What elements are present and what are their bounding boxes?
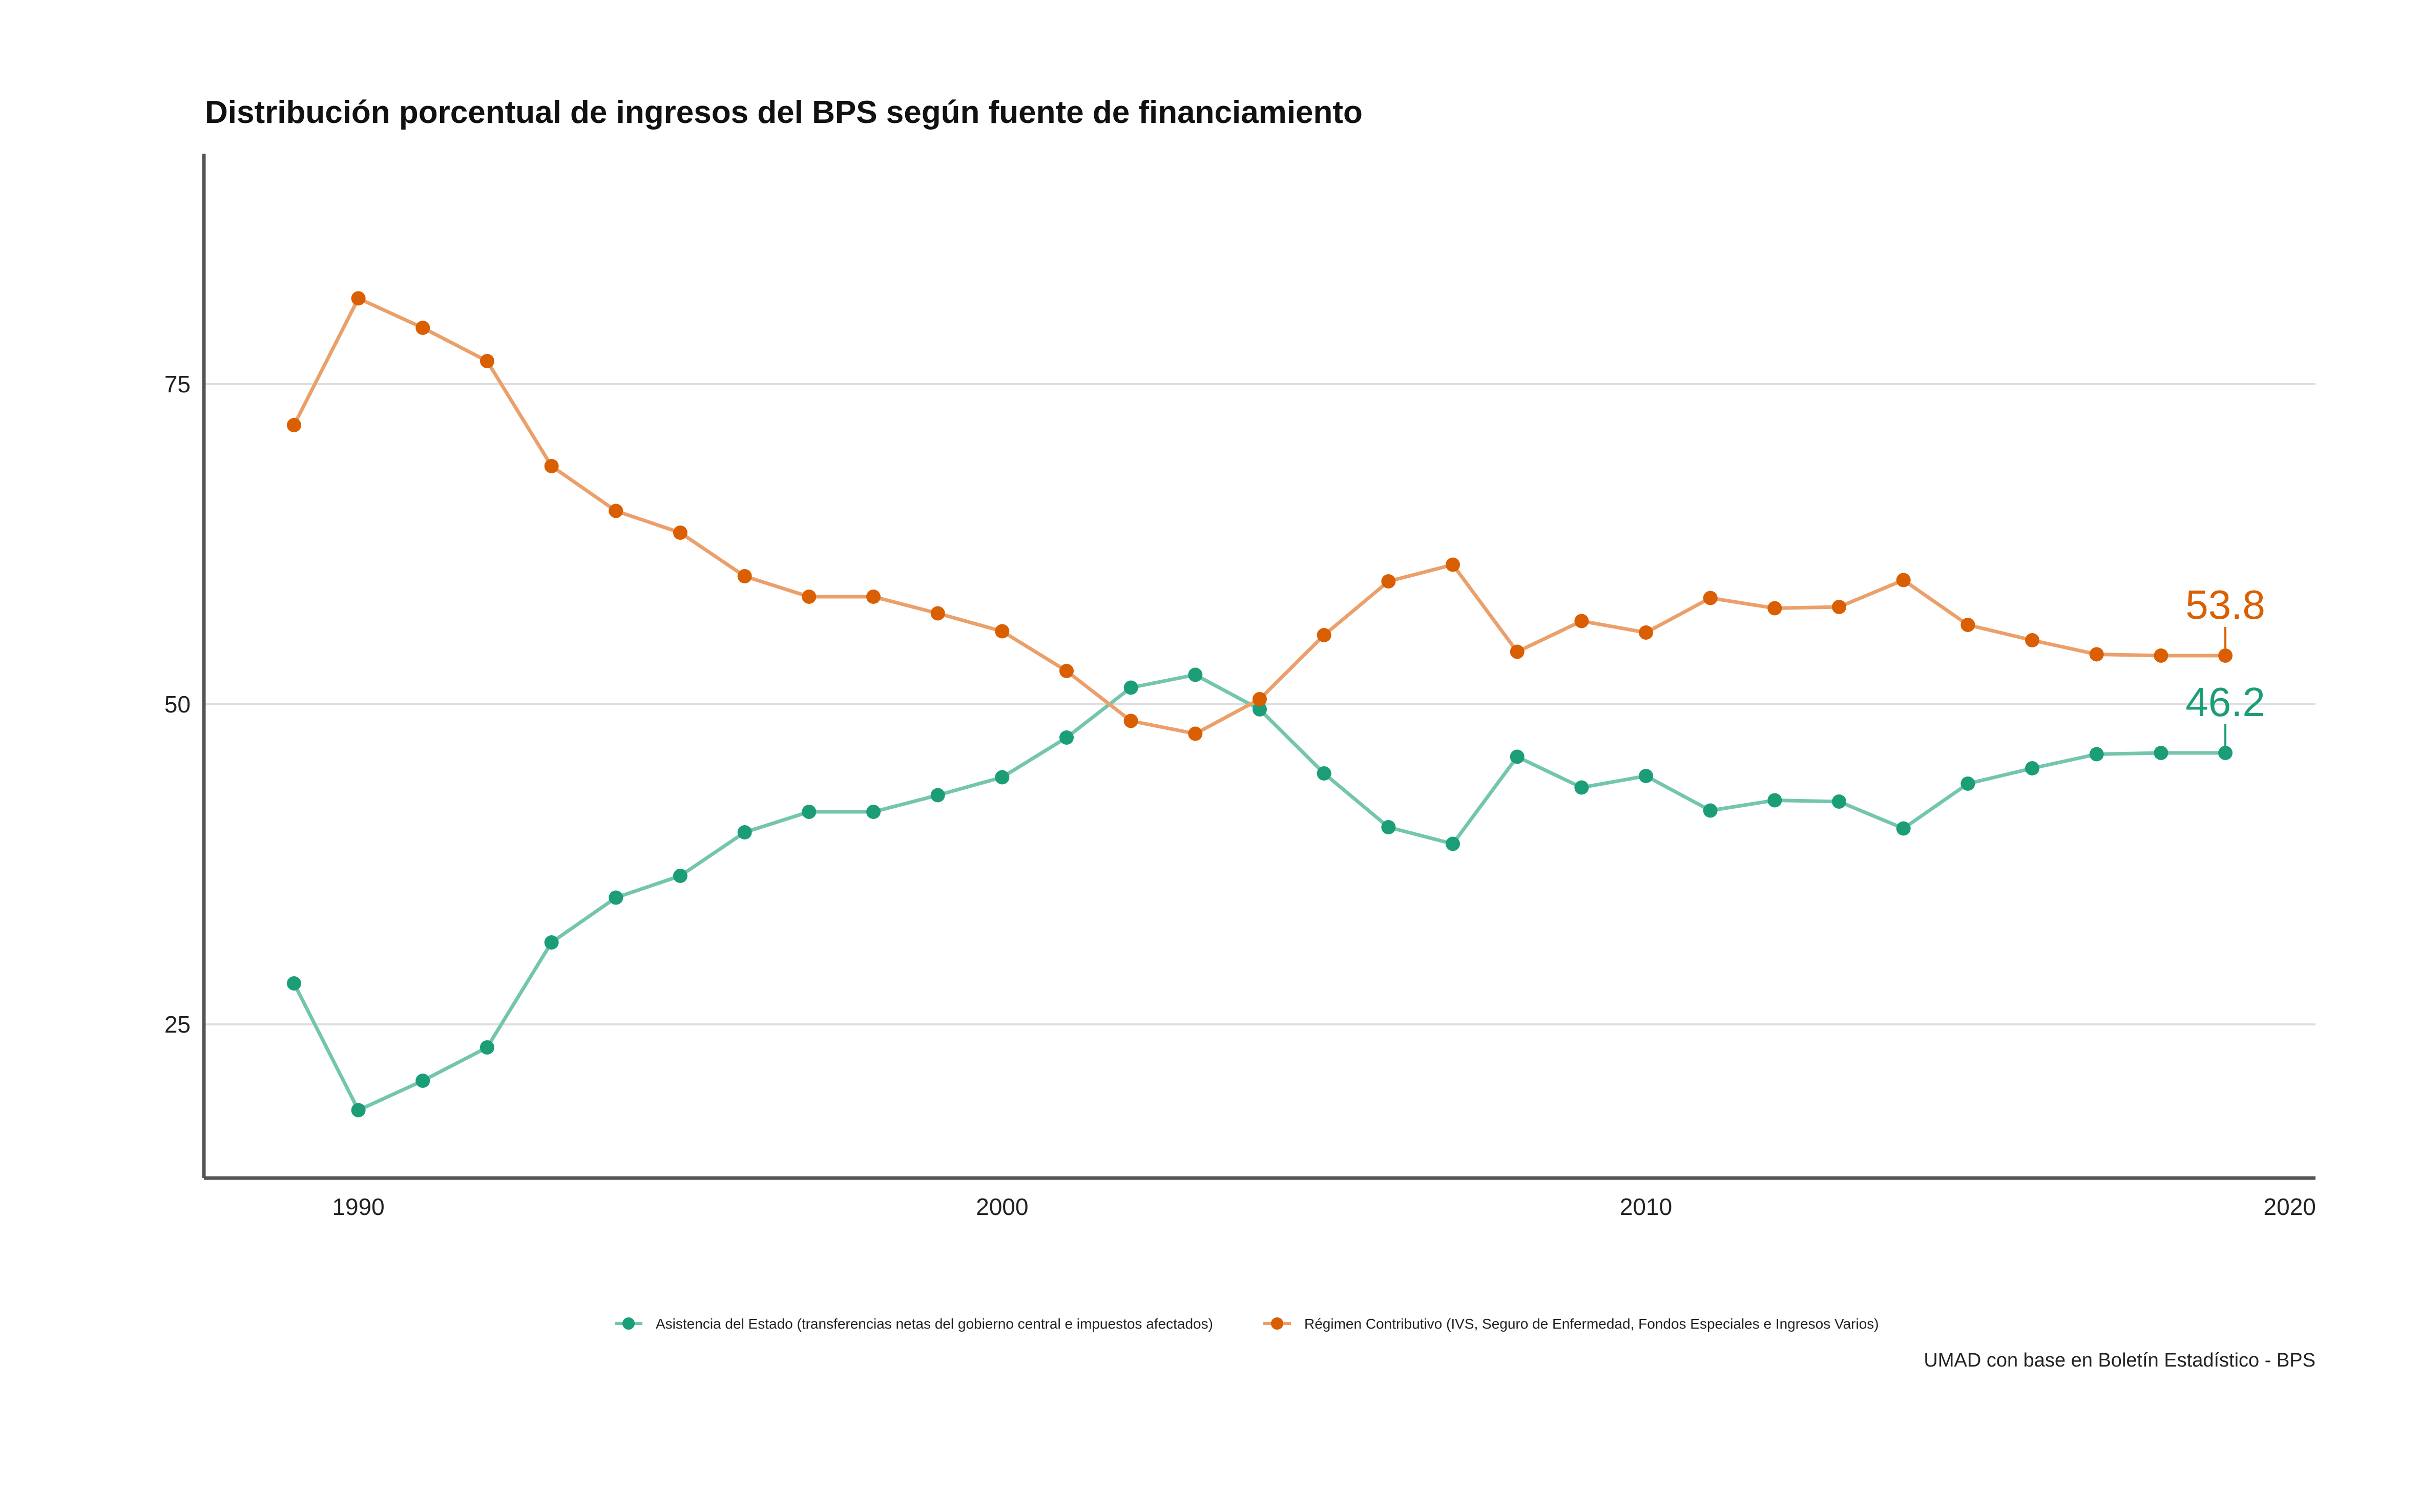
point-regimen-2004 (1253, 692, 1267, 706)
point-asistencia-1996 (737, 825, 752, 839)
legend-label-asistencia: Asistencia del Estado (transferencias ne… (656, 1316, 1213, 1332)
legend: Asistencia del Estado (transferencias ne… (615, 1316, 1879, 1332)
point-regimen-2015 (1960, 618, 1975, 632)
point-asistencia-2004 (1253, 702, 1267, 717)
x-tick-labels: 1990 2000 2010 2020 (332, 1193, 2315, 1220)
point-regimen-2017 (2089, 647, 2104, 662)
point-regimen-1989 (286, 418, 301, 432)
legend-label-regimen: Régimen Contributivo (IVS, Seguro de Enf… (1304, 1316, 1879, 1332)
point-asistencia-1994 (609, 890, 623, 905)
end-labels: 46.2 53.8 (2185, 582, 2265, 746)
legend-item-asistencia: Asistencia del Estado (transferencias ne… (615, 1316, 1213, 1332)
point-asistencia-2001 (1059, 730, 1074, 745)
point-asistencia-1989 (286, 976, 301, 991)
point-regimen-1991 (415, 321, 430, 335)
legend-item-regimen: Régimen Contributivo (IVS, Seguro de Enf… (1263, 1316, 1879, 1332)
point-asistencia-2012 (1767, 793, 1782, 808)
point-regimen-2003 (1188, 726, 1203, 741)
end-label-asistencia: 46.2 (2185, 679, 2265, 725)
point-regimen-2008 (1510, 644, 1525, 659)
end-label-regimen: 53.8 (2185, 582, 2265, 627)
point-regimen-2016 (2025, 633, 2040, 647)
y-tick-labels: 25 50 75 (164, 371, 191, 1038)
point-regimen-2018 (2154, 648, 2168, 663)
point-regimen-2014 (1896, 573, 1911, 587)
point-regimen-1998 (866, 590, 881, 604)
point-asistencia-2018 (2154, 746, 2168, 760)
point-asistencia-1991 (415, 1074, 430, 1088)
point-regimen-2012 (1767, 601, 1782, 616)
x-tick-label-2000: 2000 (976, 1193, 1028, 1220)
y-tick-label-50: 50 (164, 691, 191, 718)
point-asistencia-2016 (2025, 761, 2040, 775)
point-regimen-2001 (1059, 664, 1074, 678)
series-line-asistencia (292, 673, 2226, 1112)
point-asistencia-1997 (802, 805, 817, 819)
point-asistencia-2010 (1639, 769, 1654, 783)
series-line-regimen (292, 297, 2226, 736)
legend-key-dot-asistencia (622, 1317, 635, 1330)
point-asistencia-2014 (1896, 821, 1911, 836)
point-regimen-2010 (1639, 625, 1654, 640)
point-asistencia-2005 (1317, 766, 1331, 781)
chart-caption: UMAD con base en Boletín Estadístico - B… (1924, 1350, 2315, 1371)
y-tick-label-25: 25 (164, 1011, 191, 1038)
point-asistencia-2009 (1574, 780, 1589, 795)
point-asistencia-2000 (995, 770, 1010, 785)
point-regimen-2011 (1703, 591, 1718, 605)
point-asistencia-2019 (2218, 746, 2233, 760)
point-asistencia-1990 (351, 1103, 366, 1118)
point-regimen-2019 (2218, 648, 2233, 663)
point-asistencia-2017 (2089, 747, 2104, 762)
x-tick-label-2020: 2020 (2264, 1193, 2316, 1220)
series-layer (286, 291, 2233, 1118)
point-regimen-1990 (351, 291, 366, 306)
point-regimen-2002 (1123, 713, 1138, 728)
point-asistencia-2011 (1703, 803, 1718, 818)
point-regimen-2006 (1381, 574, 1396, 589)
series-regimen (286, 291, 2233, 741)
legend-key-dot-regimen (1271, 1317, 1283, 1330)
point-asistencia-2006 (1381, 820, 1396, 834)
point-asistencia-1998 (866, 805, 881, 819)
series-asistencia (286, 667, 2233, 1118)
axes (202, 154, 2315, 1180)
point-regimen-2009 (1574, 614, 1589, 628)
point-asistencia-2002 (1123, 680, 1138, 695)
chart-title: Distribución porcentual de ingresos del … (205, 95, 1363, 130)
point-regimen-1994 (609, 503, 623, 518)
point-regimen-1997 (802, 590, 817, 604)
x-tick-label-1990: 1990 (332, 1193, 384, 1220)
point-regimen-2000 (995, 624, 1010, 639)
x-tick-label-2010: 2010 (1620, 1193, 1672, 1220)
point-asistencia-1993 (544, 935, 559, 950)
point-asistencia-2008 (1510, 749, 1525, 764)
point-asistencia-1995 (673, 869, 687, 883)
point-regimen-1995 (673, 526, 687, 540)
point-regimen-2013 (1832, 600, 1847, 614)
point-regimen-1992 (479, 354, 494, 368)
point-asistencia-2013 (1832, 794, 1847, 809)
point-asistencia-2003 (1188, 667, 1203, 682)
point-asistencia-1999 (930, 788, 945, 803)
point-regimen-2005 (1317, 628, 1331, 642)
y-tick-label-75: 75 (164, 371, 191, 397)
point-asistencia-1992 (479, 1040, 494, 1055)
point-regimen-2007 (1446, 557, 1461, 572)
point-regimen-1993 (544, 459, 559, 473)
point-regimen-1996 (737, 569, 752, 583)
point-asistencia-2007 (1446, 836, 1461, 851)
point-asistencia-2015 (1960, 776, 1975, 791)
point-regimen-1999 (930, 606, 945, 621)
